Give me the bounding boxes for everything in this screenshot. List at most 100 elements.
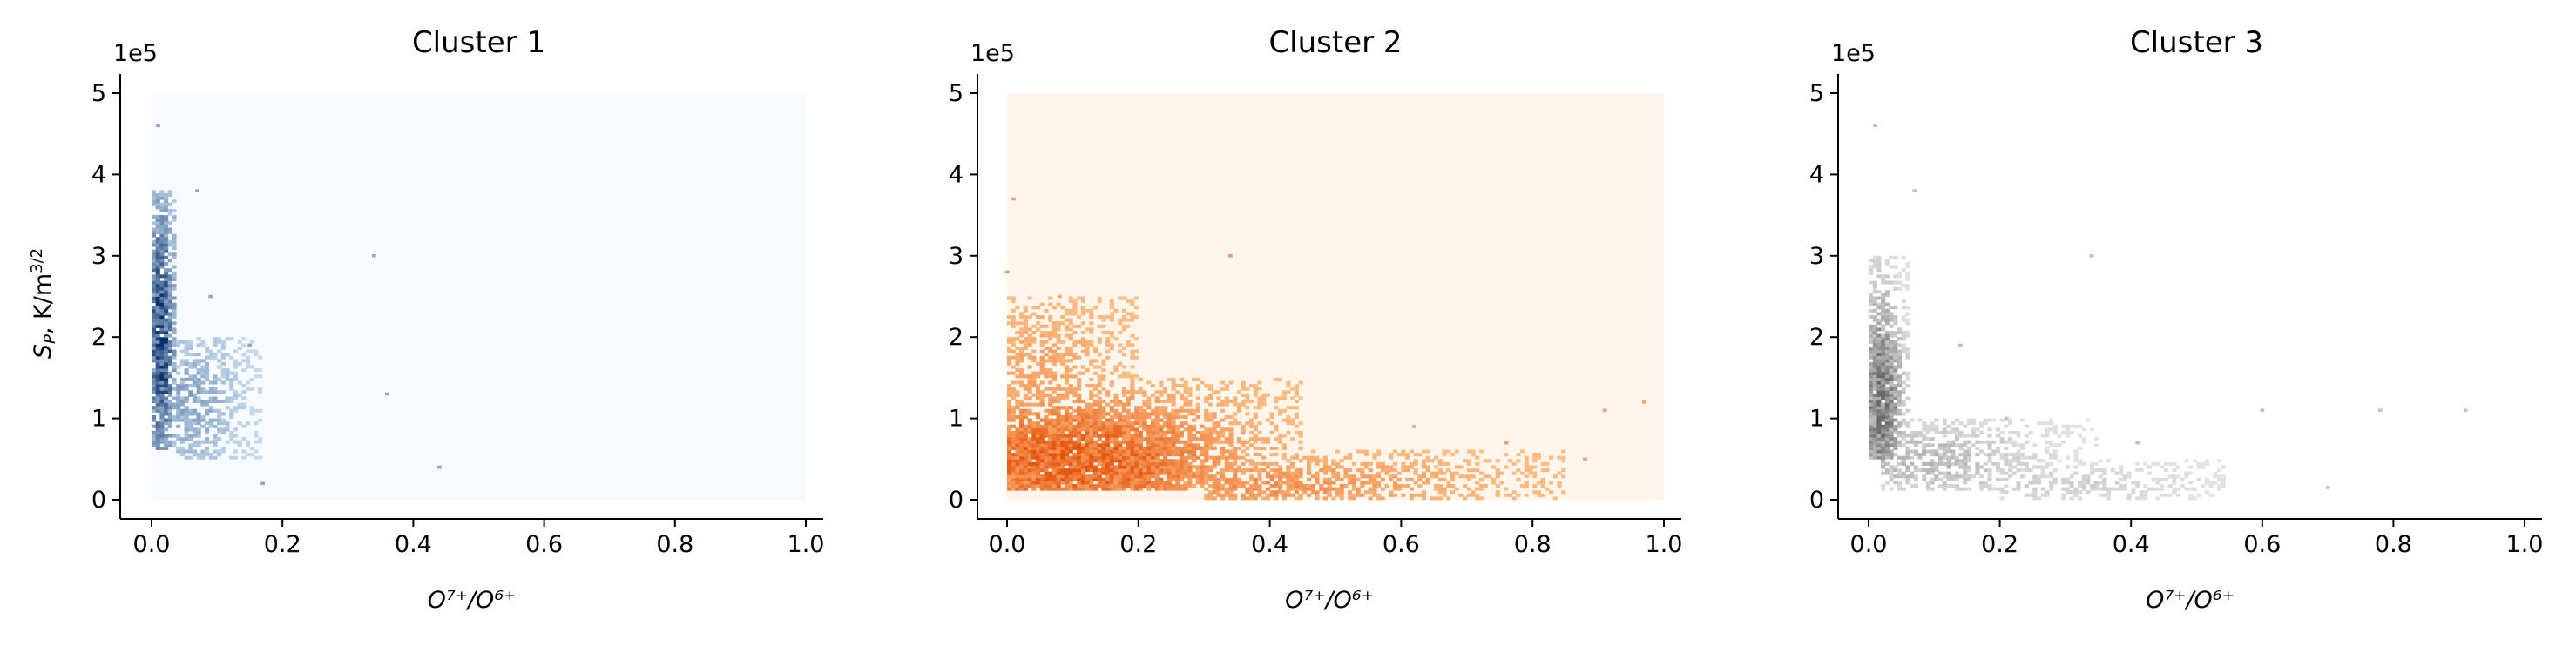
heatmap-cell bbox=[1876, 359, 1882, 363]
heatmap-cell bbox=[1224, 477, 1229, 481]
heatmap-cell bbox=[1233, 474, 1238, 479]
heatmap-cell bbox=[1413, 459, 1418, 463]
heatmap-cell bbox=[2167, 493, 2173, 497]
heatmap-cell bbox=[1039, 430, 1045, 434]
heatmap-cell bbox=[1138, 421, 1143, 426]
heatmap-cell bbox=[1080, 455, 1085, 460]
x-tick-label: 0.2 bbox=[1981, 531, 2018, 558]
heatmap-cell bbox=[1007, 387, 1012, 391]
heatmap-cell bbox=[1060, 321, 1065, 326]
heatmap-cell bbox=[1031, 487, 1037, 491]
heatmap-cell bbox=[1089, 474, 1094, 479]
heatmap-cell bbox=[1105, 455, 1111, 460]
heatmap-cell bbox=[1048, 393, 1053, 397]
heatmap-cell bbox=[1023, 427, 1028, 432]
heatmap-cell bbox=[1557, 481, 1562, 485]
heatmap-cell-isolated bbox=[1602, 408, 1607, 413]
heatmap-cell bbox=[167, 274, 172, 279]
heatmap-cell bbox=[1109, 315, 1114, 320]
heatmap-cell bbox=[176, 412, 181, 416]
heatmap-cell bbox=[1269, 446, 1274, 450]
heatmap-cell bbox=[1207, 446, 1214, 450]
heatmap-cell bbox=[1881, 406, 1886, 410]
heatmap-cell bbox=[220, 355, 226, 360]
heatmap-cell bbox=[1253, 484, 1258, 488]
heatmap-cell bbox=[1019, 474, 1024, 479]
heatmap-cell bbox=[1126, 390, 1131, 394]
heatmap-cell bbox=[2045, 474, 2050, 479]
heatmap-cell bbox=[1113, 443, 1119, 447]
heatmap-cell bbox=[1027, 333, 1032, 338]
heatmap-cell bbox=[1150, 384, 1156, 388]
heatmap-cell bbox=[184, 418, 189, 422]
heatmap-cell bbox=[2221, 474, 2226, 479]
heatmap-cell bbox=[1121, 308, 1127, 313]
heatmap-cell bbox=[1109, 424, 1114, 428]
heatmap-cell bbox=[1233, 453, 1238, 457]
heatmap-cell bbox=[1872, 302, 1877, 306]
heatmap-cell bbox=[1187, 427, 1193, 432]
heatmap-cell bbox=[1245, 446, 1250, 450]
heatmap-cell bbox=[1080, 408, 1085, 413]
heatmap-cell bbox=[184, 406, 189, 410]
heatmap-cell bbox=[1154, 443, 1160, 447]
heatmap-cell bbox=[1150, 453, 1156, 457]
heatmap-cell bbox=[1520, 471, 1525, 475]
heatmap-cell bbox=[1027, 421, 1032, 426]
heatmap-cell bbox=[172, 239, 177, 244]
heatmap-cell bbox=[1183, 481, 1188, 485]
heatmap-cell bbox=[1257, 400, 1262, 404]
heatmap-cell bbox=[1884, 359, 1890, 363]
heatmap-cell bbox=[1060, 374, 1065, 379]
heatmap-cell bbox=[1540, 481, 1545, 485]
heatmap-cell bbox=[1245, 453, 1250, 457]
heatmap-cell bbox=[1249, 477, 1254, 481]
heatmap-cell bbox=[2081, 461, 2086, 466]
heatmap-cell bbox=[155, 268, 160, 273]
heatmap-cell bbox=[1922, 434, 1927, 438]
heatmap-cell bbox=[159, 265, 165, 269]
heatmap-cell bbox=[1138, 406, 1143, 410]
heatmap-cell bbox=[1035, 465, 1041, 469]
heatmap-cell bbox=[152, 243, 157, 247]
heatmap-cell bbox=[1085, 449, 1090, 454]
heatmap-cell bbox=[1561, 449, 1566, 454]
heatmap-cell bbox=[1121, 471, 1127, 475]
heatmap-cell bbox=[1089, 453, 1094, 457]
heatmap-cell bbox=[196, 390, 201, 394]
heatmap-cell bbox=[1126, 449, 1131, 454]
heatmap-cell bbox=[1889, 443, 1894, 447]
heatmap-cell bbox=[1092, 477, 1099, 481]
heatmap-cell bbox=[2208, 481, 2214, 485]
heatmap-cell bbox=[188, 412, 193, 416]
heatmap-cell bbox=[1220, 449, 1226, 454]
heatmap-cell bbox=[1072, 340, 1078, 344]
heatmap-cell bbox=[1154, 484, 1160, 488]
heatmap-cell bbox=[1434, 474, 1439, 479]
heatmap-cell bbox=[1339, 496, 1344, 501]
heatmap-cell bbox=[1495, 484, 1500, 488]
heatmap-cell bbox=[1077, 468, 1082, 473]
heatmap-cell bbox=[2024, 424, 2029, 428]
heatmap-cell bbox=[1130, 465, 1135, 469]
heatmap-cell bbox=[1389, 493, 1394, 497]
heatmap-cell bbox=[1121, 346, 1127, 350]
heatmap-cell bbox=[1011, 461, 1016, 466]
heatmap-cell bbox=[1134, 461, 1139, 466]
heatmap-cell bbox=[1121, 393, 1127, 397]
heatmap-cell bbox=[1011, 465, 1016, 469]
heatmap-cell bbox=[155, 340, 160, 344]
heatmap-cell bbox=[164, 349, 169, 353]
heatmap-cell bbox=[164, 384, 169, 388]
heatmap-cell bbox=[159, 377, 165, 381]
heatmap-cell bbox=[159, 208, 165, 212]
heatmap-cell bbox=[172, 237, 177, 241]
heatmap-cell bbox=[1126, 477, 1131, 481]
heatmap-cell bbox=[2040, 487, 2045, 491]
heatmap-cell bbox=[213, 340, 218, 344]
heatmap-cell bbox=[1105, 468, 1111, 473]
heatmap-cell bbox=[1195, 481, 1200, 485]
heatmap-cell bbox=[1126, 455, 1131, 460]
heatmap-cell bbox=[1958, 446, 1964, 450]
heatmap-cell bbox=[1051, 418, 1057, 422]
